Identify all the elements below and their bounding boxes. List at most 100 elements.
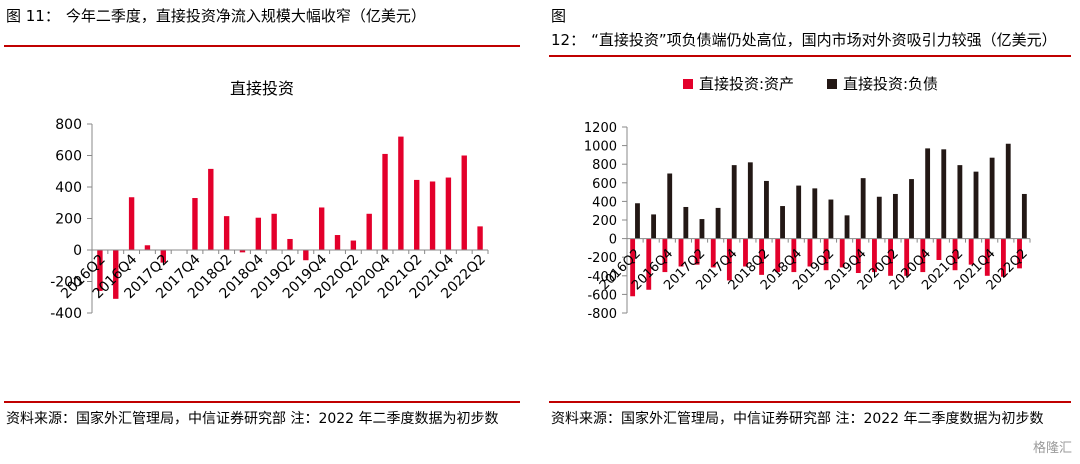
right-figure-label: 图 12： xyxy=(551,7,586,49)
left-bar-a xyxy=(398,136,404,250)
right-figure-title: 图 12： “直接投资”项负债端仍处高位，国内市场对外资吸引力较强（亿美元） xyxy=(551,4,1076,52)
right-bar-b xyxy=(860,178,866,239)
left-bar-a xyxy=(382,153,388,250)
left-y-tick-label: -200 xyxy=(50,275,82,291)
left-y-tick-label: 800 xyxy=(55,117,82,133)
right-source-rule xyxy=(549,401,1071,403)
right-bar-a xyxy=(630,238,636,297)
right-bar-b xyxy=(909,179,914,239)
left-bar-a xyxy=(414,179,420,250)
right-bar-a xyxy=(952,238,958,271)
right-bar-a xyxy=(791,238,797,273)
right-y-tick-label: -600 xyxy=(587,288,617,303)
right-bar-a xyxy=(823,238,829,271)
right-y-tick-label: 400 xyxy=(592,195,617,210)
left-bar-a xyxy=(445,177,452,250)
right-y-tick-label: 1000 xyxy=(584,140,617,155)
left-bar-a xyxy=(255,217,262,250)
right-bar-b xyxy=(828,199,834,239)
right-y-tick-label: 600 xyxy=(592,177,617,192)
right-bar-a xyxy=(807,238,813,267)
left-bar-a xyxy=(477,226,483,250)
right-bar-a xyxy=(726,238,732,281)
left-bar-a xyxy=(350,240,357,250)
left-bar-a xyxy=(144,245,151,250)
right-bar-b xyxy=(731,165,737,239)
left-y-tick-label: -400 xyxy=(50,306,82,322)
left-bar-a xyxy=(192,198,198,250)
left-bar-a xyxy=(160,250,166,263)
left-bar-a xyxy=(271,213,277,250)
right-bar-b xyxy=(844,215,850,239)
right-bar-b xyxy=(973,171,979,239)
right-chart: 直接投资:资产 直接投资:负债 -800 -600 -400 -200 0 200 400 600… xyxy=(584,75,1031,322)
right-bar-b xyxy=(780,206,785,239)
left-bar-a xyxy=(461,155,467,250)
left-bar-a xyxy=(366,213,372,250)
left-bar-a xyxy=(97,250,103,291)
right-bar-b xyxy=(699,219,705,239)
left-figure-label: 图 11： xyxy=(6,7,60,25)
right-bar-b xyxy=(796,185,802,239)
right-bar-b xyxy=(925,148,931,239)
right-bar-a xyxy=(646,238,652,290)
right-y-tick-label: -200 xyxy=(587,251,617,266)
left-y-tick-label: 600 xyxy=(55,149,82,165)
left-chart: 直接投资-400-20002004006008002016Q22016Q4201… xyxy=(50,79,489,322)
right-bar-a xyxy=(743,238,748,267)
right-bar-a xyxy=(984,238,990,276)
legend-swatch-1 xyxy=(683,79,693,89)
left-title-rule xyxy=(4,45,520,47)
right-bar-b xyxy=(1021,193,1027,239)
right-bar-a xyxy=(872,238,877,273)
right-bar-b xyxy=(667,173,673,239)
right-bar-a xyxy=(1000,238,1006,277)
right-bar-b xyxy=(989,157,995,239)
right-y-tick-label: 0 xyxy=(609,233,617,248)
right-bar-b xyxy=(651,214,657,239)
right-bar-a xyxy=(968,238,974,265)
right-bar-b xyxy=(1005,143,1011,239)
left-y-tick-label: 200 xyxy=(55,212,82,228)
left-bar-a xyxy=(303,250,309,261)
right-y-tick-label: -400 xyxy=(587,270,617,285)
right-y-tick-label: 200 xyxy=(592,214,617,229)
right-bar-a xyxy=(904,238,910,276)
right-bar-b xyxy=(683,206,689,239)
right-bar-b xyxy=(876,196,882,239)
legend-label-1: 直接投资:资产 xyxy=(699,75,794,93)
right-bar-a xyxy=(1017,238,1022,269)
left-figure-panel: 图 11： 今年二季度，直接投资净流入规模大幅收窄（亿美元） 直接投资 -400 -2… xyxy=(4,7,520,427)
right-bar-a xyxy=(920,238,926,273)
right-bar-a xyxy=(855,238,861,274)
right-bar-a xyxy=(839,238,845,268)
left-bar-a xyxy=(113,250,119,299)
right-bar-b xyxy=(812,188,818,239)
left-bar-a xyxy=(239,250,246,253)
right-bar-a xyxy=(678,238,684,267)
right-figure-panel: 图 12： “直接投资”项负债端仍处高位，国内市场对外资吸引力较强（亿美元） 直接… xyxy=(545,0,1080,464)
right-bar-b xyxy=(941,149,947,239)
right-bar-a xyxy=(775,238,781,273)
right-title-rule xyxy=(549,55,1071,57)
left-bar-a xyxy=(318,207,325,250)
left-source-note: 资料来源：国家外汇管理局，中信证券研究部 注：2022 年二季度数据为初步数 xyxy=(6,411,499,427)
left-bar-a xyxy=(223,216,230,250)
left-bar-a xyxy=(287,238,293,250)
left-bar-a xyxy=(208,168,214,250)
right-bar-a xyxy=(936,238,942,260)
right-bar-b xyxy=(957,165,963,239)
right-y-tick-label: -800 xyxy=(587,307,617,322)
watermark: 格隆汇 xyxy=(1032,441,1072,456)
left-bar-a xyxy=(128,197,135,250)
right-figure-title-text: “直接投资”项负债端仍处高位，国内市场对外资吸引力较强（亿美元） xyxy=(591,31,1057,49)
right-bar-b xyxy=(747,162,753,239)
left-bar-a xyxy=(429,181,436,250)
left-source-rule xyxy=(4,401,520,403)
right-bar-b xyxy=(635,203,640,239)
right-bar-a xyxy=(888,238,893,276)
legend-label-2: 直接投资:负债 xyxy=(843,75,938,93)
left-bar-a xyxy=(334,235,341,250)
right-y-tick-label: 1200 xyxy=(584,121,617,136)
right-bar-a xyxy=(662,238,668,273)
